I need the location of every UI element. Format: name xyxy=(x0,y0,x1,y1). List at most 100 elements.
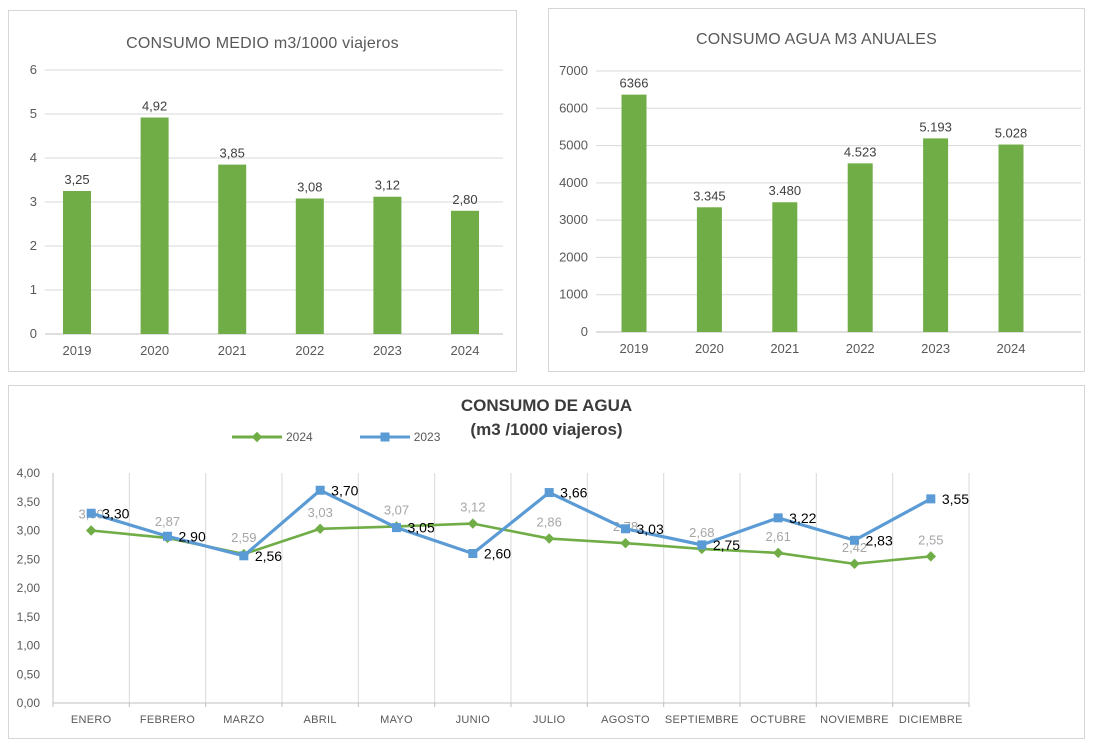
value-label: 4,92 xyxy=(142,99,167,114)
point-2023-ENERO[interactable] xyxy=(86,508,96,518)
bar-2019[interactable] xyxy=(621,94,647,332)
data-label-2023: 2,60 xyxy=(484,546,511,562)
legend-label: 2023 xyxy=(413,430,441,444)
chart-panel-consumo-agua-anual[interactable]: CONSUMO AGUA M3 ANUALES 0 1000 2000 3000 400… xyxy=(548,8,1085,372)
value-label: 3,85 xyxy=(220,146,245,161)
point-2023-ABRIL[interactable] xyxy=(315,485,325,495)
point-2023-MAYO[interactable] xyxy=(392,523,401,533)
point-2023-JUNIO[interactable] xyxy=(468,549,478,558)
chart-panel-consumo-de-agua[interactable]: CONSUMO DE AGUA (m3 /1000 viajeros) 2024… xyxy=(8,385,1085,739)
point-2024-ABRIL[interactable] xyxy=(314,523,326,534)
point-2023-JULIO[interactable] xyxy=(544,488,554,498)
y-tick-label: 6 xyxy=(30,62,37,77)
bar-2019[interactable] xyxy=(63,191,91,334)
y-tick-label: 0,00 xyxy=(17,696,41,710)
point-2024-NOVIEMBRE[interactable] xyxy=(849,558,860,570)
legend-label: 2024 xyxy=(286,430,313,444)
value-label: 3,25 xyxy=(64,172,89,187)
data-label-2023: 3,55 xyxy=(942,491,969,507)
y-tick-label: 4 xyxy=(30,150,37,165)
x-category-label: 2019 xyxy=(63,343,92,358)
x-category-label: 2021 xyxy=(218,343,247,358)
x-category-label: 2022 xyxy=(295,343,324,358)
x-category-label: JUNIO xyxy=(456,714,491,726)
bar-2020[interactable] xyxy=(140,117,169,335)
y-tick-label: 5000 xyxy=(559,138,588,153)
chart-subtitle: (m3 /1000 viajeros) xyxy=(470,420,623,439)
value-label: 6366 xyxy=(620,76,649,91)
point-2023-OCTUBRE[interactable] xyxy=(773,513,783,523)
x-category-label: 2022 xyxy=(846,341,875,356)
point-2024-ENERO[interactable] xyxy=(85,525,97,536)
bar-2022[interactable] xyxy=(295,198,324,334)
legend-item-2023[interactable]: 2023 xyxy=(359,430,441,444)
x-category-label: AGOSTO xyxy=(601,714,650,726)
y-tick-label: 0,50 xyxy=(17,667,41,681)
bar-2021[interactable] xyxy=(772,202,798,332)
bar-2024[interactable] xyxy=(451,210,479,334)
data-label-2024: 2,87 xyxy=(155,514,180,529)
point-2024-DICIEMBRE[interactable] xyxy=(925,551,937,562)
data-label-2024: 3,03 xyxy=(308,505,333,520)
data-label-2024: 2,55 xyxy=(918,532,943,547)
legend-item-2024[interactable]: 2024 xyxy=(231,430,313,444)
value-label: 5.028 xyxy=(995,126,1028,141)
point-2023-SEPTIEMBRE[interactable] xyxy=(697,540,707,550)
point-2023-MARZO[interactable] xyxy=(239,551,249,561)
chart-panel-consumo-medio[interactable]: CONSUMO MEDIO m3/1000 viajeros 0 1 2 3 4 5 6 3,… xyxy=(8,10,517,372)
data-label-2023: 2,83 xyxy=(866,532,893,548)
y-tick-label: 0 xyxy=(30,326,37,341)
x-category-label: MARZO xyxy=(223,714,264,726)
data-label-2023: 3,22 xyxy=(789,510,816,526)
bar-2024[interactable] xyxy=(998,144,1024,332)
chart-title-group: CONSUMO DE AGUA (m3 /1000 viajeros) xyxy=(9,394,1084,442)
bar-2020[interactable] xyxy=(696,207,722,332)
line-series-2023[interactable] xyxy=(90,488,932,558)
point-2024-JULIO[interactable] xyxy=(543,533,555,544)
x-category-label: SEPTIEMBRE xyxy=(665,714,739,726)
bar-2023[interactable] xyxy=(373,196,402,334)
data-label-2024: 2,68 xyxy=(689,525,714,540)
line-chart-consumo-de-agua: 0,00 0,50 1,00 1,50 2,00 2,50 3,00 3,50 4,00 ENER… xyxy=(17,466,970,726)
bar-2023[interactable] xyxy=(923,138,949,332)
point-2024-OCTUBRE[interactable] xyxy=(772,547,784,559)
bar-2022[interactable] xyxy=(847,163,873,332)
data-label-2023: 2,56 xyxy=(255,548,282,564)
point-2024-AGOSTO[interactable] xyxy=(620,537,631,549)
y-tick-label: 3,50 xyxy=(17,495,41,509)
bar-2021[interactable] xyxy=(218,164,247,334)
point-2024-JUNIO[interactable] xyxy=(467,518,479,529)
data-label-2023: 3,05 xyxy=(408,520,435,536)
y-tick-label: 1 xyxy=(30,282,37,297)
value-label: 5.193 xyxy=(919,119,952,134)
point-2023-AGOSTO[interactable] xyxy=(621,524,630,534)
data-label-2023: 3,03 xyxy=(637,521,664,537)
x-category-label: 2021 xyxy=(770,341,799,356)
y-tick-label: 4000 xyxy=(559,175,588,190)
point-2023-FEBRERO[interactable] xyxy=(163,531,172,541)
y-tick-label: 1000 xyxy=(559,287,588,302)
data-label-2024: 2,59 xyxy=(231,530,256,545)
chart-title: CONSUMO MEDIO m3/1000 viajeros xyxy=(126,35,399,52)
value-label: 3,08 xyxy=(297,179,322,194)
x-category-label: 2024 xyxy=(451,343,480,358)
x-category-label: 2020 xyxy=(695,341,724,356)
data-label-2024: 2,42 xyxy=(842,540,867,555)
y-tick-label: 6000 xyxy=(559,100,588,115)
x-category-label: ABRIL xyxy=(304,714,337,726)
x-category-label: MAYO xyxy=(380,714,413,726)
y-tick-label: 7000 xyxy=(559,63,588,78)
value-label: 2,80 xyxy=(452,192,477,207)
y-tick-label: 2000 xyxy=(559,249,588,264)
y-tick-label: 3000 xyxy=(559,212,588,227)
point-2023-NOVIEMBRE[interactable] xyxy=(850,535,859,545)
data-label-2024: 2,86 xyxy=(537,515,562,530)
y-tick-label: 4,00 xyxy=(17,466,41,480)
y-tick-label: 0 xyxy=(581,324,588,339)
legend-marker-square[interactable] xyxy=(380,432,390,442)
x-category-label: 2020 xyxy=(140,343,169,358)
y-tick-label: 5 xyxy=(30,106,37,121)
legend-marker-diamond[interactable] xyxy=(251,431,263,443)
point-2023-DICIEMBRE[interactable] xyxy=(926,494,936,504)
data-label-2024: 2,61 xyxy=(766,529,791,544)
